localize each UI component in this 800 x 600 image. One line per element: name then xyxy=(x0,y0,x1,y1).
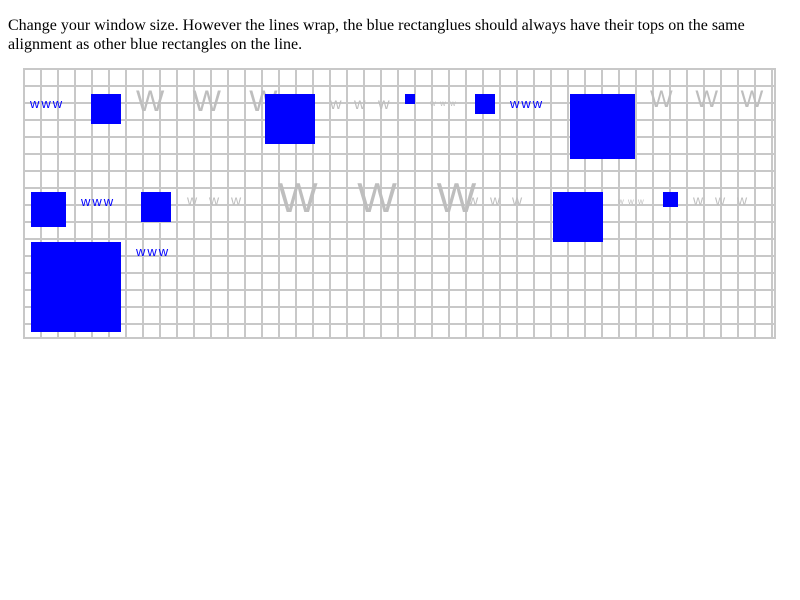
line1-text-tiny-gray: w w w xyxy=(430,99,457,108)
line2-text-medium-gray-2: w w w xyxy=(468,192,527,208)
line1-blue-rect-4 xyxy=(475,94,495,114)
grid-area xyxy=(23,68,776,339)
line2-text-medium-gray-3: w w w xyxy=(693,192,752,208)
line3-blue-rect-1 xyxy=(31,242,121,332)
line1-text-small-blue: www xyxy=(30,96,65,111)
line1-blue-rect-1 xyxy=(91,94,121,124)
line1-text-large-gray: W W W xyxy=(136,85,288,118)
line2-text-medium-gray: w w w xyxy=(187,192,246,208)
line1-text-medium-gray: w w w xyxy=(330,96,394,113)
line2-text-tiny-gray: w w w xyxy=(618,197,645,206)
line1-blue-rect-3 xyxy=(405,94,415,104)
line2-text-huge-gray: W W W xyxy=(278,174,491,221)
instructions-text: Change your window size. However the lin… xyxy=(8,17,745,53)
line2-blue-rect-1 xyxy=(31,192,66,227)
line2-blue-rect-3 xyxy=(553,192,603,242)
line2-text-small-blue: www xyxy=(81,194,116,209)
line1-text-small-blue-2: www xyxy=(510,96,545,111)
line2-blue-rect-4 xyxy=(663,192,678,207)
line2-blue-rect-2 xyxy=(141,192,171,222)
line1-blue-rect-2 xyxy=(265,94,315,144)
line1-text-large-gray-2: W W W xyxy=(650,86,772,113)
line1-blue-rect-5 xyxy=(570,94,635,159)
line3-text-small-blue: www xyxy=(136,244,171,259)
